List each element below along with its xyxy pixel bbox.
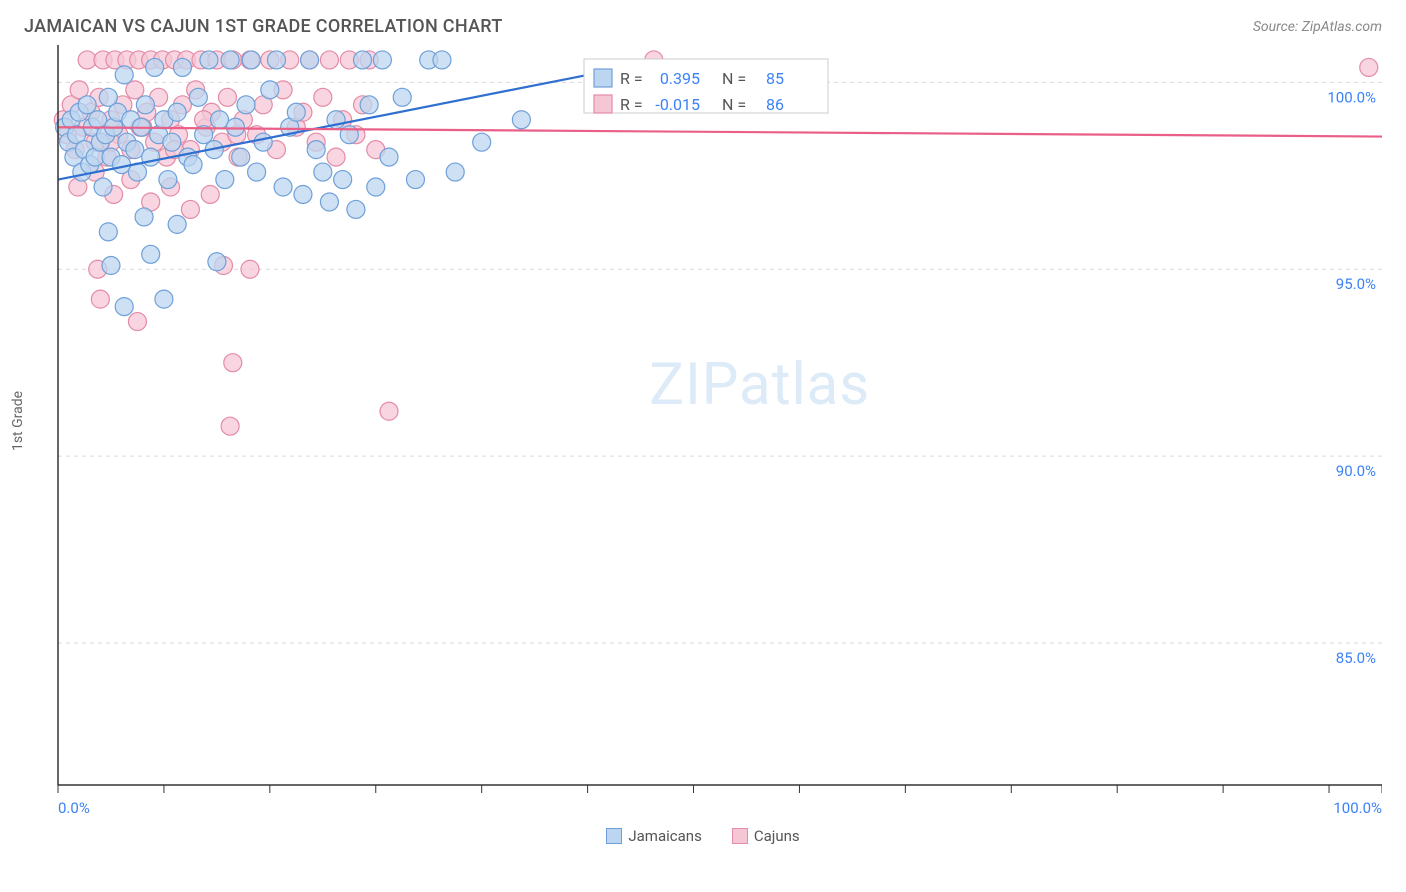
legend-swatch (732, 828, 748, 844)
cajuns-point (314, 88, 332, 106)
cajuns-point (320, 51, 338, 69)
jamaicans-point (373, 51, 391, 69)
jamaicans-point (102, 257, 120, 275)
jamaicans-point (155, 290, 173, 308)
jamaicans-point (301, 51, 319, 69)
y-tick-label: 100.0% (1327, 88, 1376, 106)
cajuns-point (380, 402, 398, 420)
jamaicans-point (142, 245, 160, 263)
jamaicans-point (433, 51, 451, 69)
jamaicans-point (320, 193, 338, 211)
jamaicans-point (380, 148, 398, 166)
jamaicans-point (126, 141, 144, 159)
legend-r-value: 0.395 (660, 69, 700, 88)
jamaicans-point (159, 171, 177, 189)
cajuns-point (218, 88, 236, 106)
chart-title: JAMAICAN VS CAJUN 1ST GRADE CORRELATION … (24, 16, 503, 37)
jamaicans-point (237, 96, 255, 114)
jamaicans-point (135, 208, 153, 226)
legend-n-value: 85 (766, 69, 784, 88)
legend-n-label: N = (722, 95, 746, 114)
legend-item: Jamaicans (606, 827, 701, 845)
jamaicans-point (261, 81, 279, 99)
cajuns-point (201, 185, 219, 203)
jamaicans-point (446, 163, 464, 181)
jamaicans-point (115, 298, 133, 316)
source-attribution: Source: ZipAtlas.com (1253, 19, 1382, 35)
jamaicans-point (274, 178, 292, 196)
legend-swatch (594, 95, 612, 113)
jamaicans-point (473, 133, 491, 151)
cajuns-point (128, 313, 146, 331)
legend-label: Jamaicans (628, 827, 701, 845)
jamaicans-point (367, 178, 385, 196)
legend-label: Cajuns (754, 827, 800, 845)
jamaicans-point (99, 223, 117, 241)
jamaicans-point (136, 96, 154, 114)
jamaicans-point (393, 88, 411, 106)
cajuns-point (181, 200, 199, 218)
y-tick-label: 85.0% (1336, 649, 1376, 667)
x-tick-label: 100.0% (1333, 799, 1382, 817)
jamaicans-point (294, 185, 312, 203)
jamaicans-point (200, 51, 218, 69)
jamaicans-point (314, 163, 332, 181)
jamaicans-point (360, 96, 378, 114)
y-tick-label: 90.0% (1336, 462, 1376, 480)
legend-r-label: R = (620, 69, 643, 88)
cajuns-point (91, 290, 109, 308)
scatter-chart: 85.0% 90.0% 95.0% 100.0% ZIPatlas R = 0.395 N =… (24, 45, 1382, 793)
jamaicans-point (267, 51, 285, 69)
legend-n-label: N = (722, 69, 746, 88)
legend-n-value: 86 (766, 95, 784, 114)
watermark: ZIPatlas (649, 351, 870, 419)
jamaicans-point (189, 88, 207, 106)
jamaicans-point (512, 111, 530, 129)
jamaicans-point (254, 133, 272, 151)
legend-swatch (606, 828, 622, 844)
jamaicans-point (248, 163, 266, 181)
jamaicans-point (173, 58, 191, 76)
jamaicans-point (94, 178, 112, 196)
bottom-legend: Jamaicans Cajuns (0, 827, 1406, 845)
jamaicans-point (347, 200, 365, 218)
jamaicans-point (334, 171, 352, 189)
jamaicans-point (115, 66, 133, 84)
cajuns-point (1360, 58, 1378, 76)
jamaicans-point (307, 141, 325, 159)
legend-swatch (594, 69, 612, 87)
jamaicans-point (216, 171, 234, 189)
jamaicans-point (184, 156, 202, 174)
jamaicans-point (163, 133, 181, 151)
jamaicans-point (242, 51, 260, 69)
jamaicans-point (226, 118, 244, 136)
jamaicans-point (78, 96, 96, 114)
jamaicans-point (221, 51, 239, 69)
jamaicans-point (211, 111, 229, 129)
jamaicans-point (406, 171, 424, 189)
jamaicans-point (208, 253, 226, 271)
cajuns-point (126, 81, 144, 99)
cajuns-point (327, 148, 345, 166)
jamaicans-point (168, 103, 186, 121)
cajuns-point (241, 260, 259, 278)
jamaicans-point (287, 103, 305, 121)
y-axis-label: 1st Grade (10, 391, 26, 451)
x-tick-label: 0.0% (58, 799, 90, 817)
cajuns-point (221, 417, 239, 435)
jamaicans-point (146, 58, 164, 76)
cajuns-point (224, 354, 242, 372)
jamaicans-point (232, 148, 250, 166)
jamaicans-point (168, 215, 186, 233)
y-tick-label: 95.0% (1336, 275, 1376, 293)
legend-r-value: -0.015 (655, 95, 700, 114)
chart-container: 1st Grade 85.0%90.0%95.0%100.0%ZIPatlasR… (24, 45, 1382, 797)
legend-item: Cajuns (732, 827, 800, 845)
x-axis-labels: 0.0% 100.0% (24, 799, 1382, 823)
jamaicans-point (113, 156, 131, 174)
jamaicans-point (354, 51, 372, 69)
legend-r-label: R = (620, 95, 643, 114)
